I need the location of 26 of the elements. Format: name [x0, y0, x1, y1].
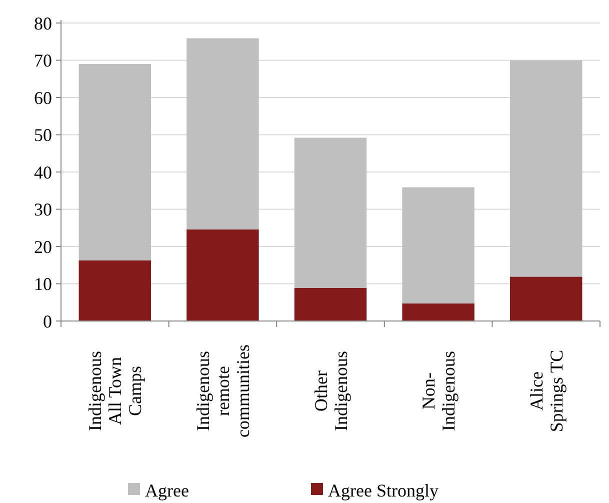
y-tick-label: 10 [34, 274, 52, 294]
bar [294, 138, 367, 288]
y-tick-label: 40 [34, 162, 52, 182]
bar [402, 187, 474, 304]
y-tick-label: 20 [34, 236, 52, 257]
bar [78, 260, 152, 321]
bar [294, 288, 367, 321]
bar [510, 60, 582, 277]
y-tick-label: 60 [34, 88, 52, 108]
bar [78, 64, 152, 260]
legend-label: Agree [145, 480, 189, 500]
bar [510, 276, 582, 321]
x-tick-label: Other Indigenous [310, 351, 351, 431]
y-tick-label: 70 [34, 50, 52, 71]
x-tick-label: Non- Indigenous [418, 351, 459, 431]
x-tick-label: Indigenous remote communities [193, 344, 253, 438]
x-tick-label: Alice Springs TC [526, 350, 566, 432]
y-tick-label: 30 [34, 200, 52, 220]
y-tick-label: 0 [43, 311, 52, 332]
bar [186, 229, 259, 321]
y-tick-label: 50 [34, 125, 52, 146]
bar [186, 38, 259, 230]
x-tick-label: Indigenous All Town Camps [85, 351, 146, 431]
y-tick-label: 80 [34, 13, 52, 34]
bar [402, 303, 474, 321]
legend-label: Agree Strongly [328, 480, 438, 500]
